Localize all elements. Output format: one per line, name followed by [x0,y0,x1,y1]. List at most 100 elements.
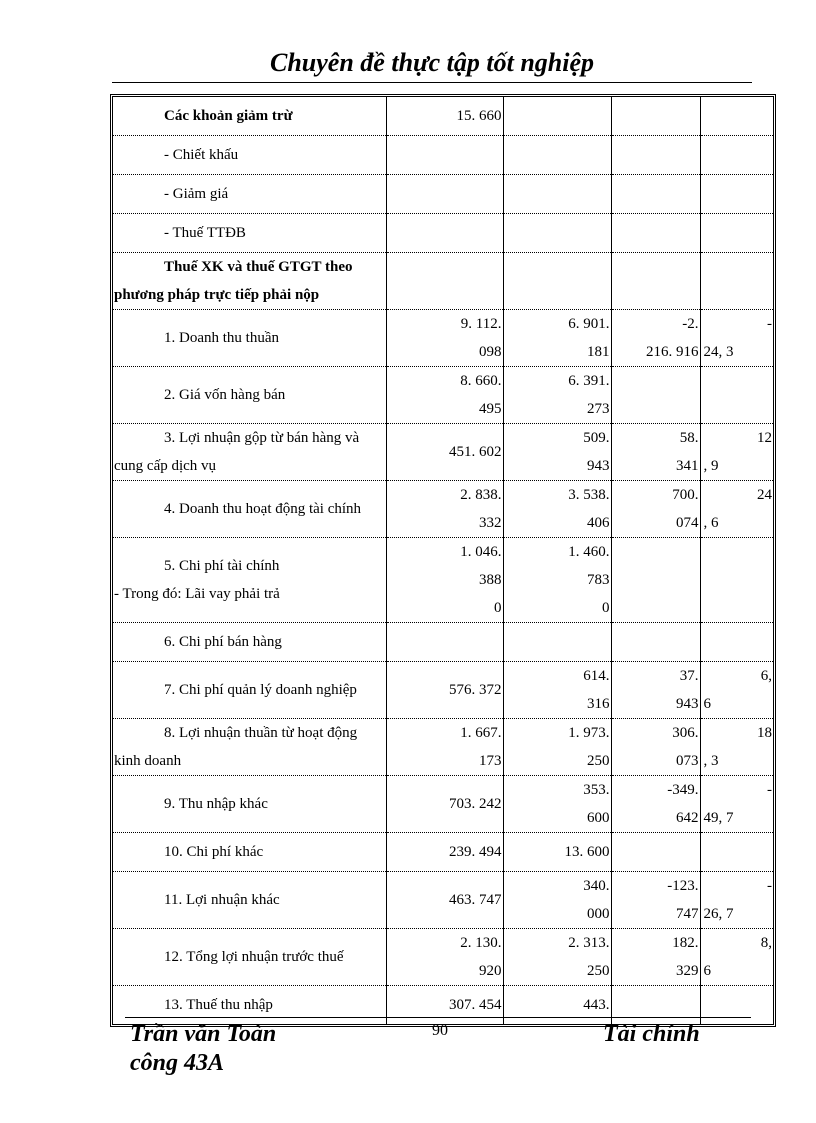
value-col-2-line: 1. 460. [568,544,610,560]
row-label-cell: - Giảm giá [113,174,386,214]
value-col-4-line: - [767,316,772,332]
value-col-3-cell: -123. 747 [610,871,700,929]
value-col-1-cell: 9. 112. 098 [385,309,503,367]
value-col-2-line: 250 [587,963,610,979]
row-label-line: 11. Lợi nhuận khác [164,892,280,908]
value-col-1-line: 332 [479,515,502,531]
row-label-cell: 12. Tổng lợi nhuận trước thuế [113,928,386,986]
value-col-4-cell [699,135,773,175]
row-label-cell: 6. Chi phí bán hàng [113,622,386,662]
value-col-1-line: 1. 667. [460,725,502,741]
row-label-line: 5. Chi phí tài chính [164,558,280,574]
value-col-4-cell: 18 , 3 [699,718,773,776]
value-col-4-cell [699,832,773,872]
value-col-2-line: 250 [587,753,610,769]
value-col-3-cell [610,135,700,175]
table-row: 8. Lợi nhuận thuần từ hoạt động kinh doan… [113,718,773,776]
value-col-1-line: 307. 454 [449,997,502,1013]
row-label-cell: 10. Chi phí khác [113,832,386,872]
value-col-1-cell: 1. 667. 173 [385,718,503,776]
value-col-2-line: 406 [587,515,610,531]
value-col-4-line: 6, [760,668,772,684]
value-col-2-line: 0 [602,600,610,616]
value-col-2-cell [502,213,611,253]
value-col-3-line: 182. [672,935,699,951]
value-col-4-line: 24, 3 [703,344,734,360]
value-col-2-line: 13. 600 [564,844,610,860]
value-col-3-cell: 58. 341 [610,423,700,481]
value-col-1-line: 920 [479,963,502,979]
author-class: công 43A [130,1050,225,1076]
value-col-1-cell: 451. 602 [385,423,503,481]
value-col-4-line: 8, [760,935,772,951]
value-col-2-cell: 1. 460. 783 0 [502,537,611,623]
value-col-2-cell [502,135,611,175]
table-row: 1. Doanh thu thuần 9. 112. 098 6. 901. 181 -2… [113,309,773,367]
value-col-2-line: 783 [587,572,610,588]
document-header-title: Chuyên đề thực tập tốt nghiệp [270,48,594,77]
value-col-4-cell [699,213,773,253]
value-col-1-line: 495 [479,401,502,417]
value-col-2-line: 2. 313. [568,935,610,951]
row-label-line: - Chiết khấu [164,147,239,163]
value-col-1-line: 239. 494 [449,844,502,860]
row-label-line: cung cấp dịch vụ [114,458,217,474]
value-col-1-cell: 463. 747 [385,871,503,929]
value-col-2-cell [502,622,611,662]
value-col-4-cell: - 49, 7 [699,775,773,833]
value-col-3-cell [610,366,700,424]
row-label-cell: 7. Chi phí quản lý doanh nghiệp [113,661,386,719]
value-col-1-cell: 576. 372 [385,661,503,719]
value-col-2-line: 181 [587,344,610,360]
page-number: 90 [432,1022,448,1039]
table-row: 13. Thuế thu nhập 307. 454 443. [113,985,773,1024]
value-col-1-cell: 2. 838. 332 [385,480,503,538]
value-col-1-cell: 1. 046. 388 0 [385,537,503,623]
value-col-2-line: 340. [583,878,610,894]
value-col-4-cell [699,622,773,662]
row-label-line: 1. Doanh thu thuần [164,330,279,346]
value-col-2-line: 316 [587,696,610,712]
row-label-line: - Trong đó: Lãi vay phải trả [114,586,280,602]
value-col-2-cell: 6. 391. 273 [502,366,611,424]
value-col-4-cell [699,985,773,1024]
value-col-3-line: 306. [672,725,699,741]
value-col-3-cell [610,97,700,136]
value-col-2-cell [502,252,611,310]
row-label-line: - Thuế TTĐB [164,225,246,241]
row-label-line: 3. Lợi nhuận gộp từ bán hàng và [164,430,360,446]
value-col-2-cell [502,97,611,136]
value-col-2-cell: 509. 943 [502,423,611,481]
value-col-1-cell [385,174,503,214]
table-row: - Chiết khấu [113,135,773,175]
value-col-3-cell: 306. 073 [610,718,700,776]
value-col-2-line: 1. 973. [568,725,610,741]
value-col-1-line: 463. 747 [449,892,502,908]
value-col-1-line: 576. 372 [449,682,502,698]
value-col-4-cell: 24 , 6 [699,480,773,538]
value-col-1-line: 0 [494,600,502,616]
value-col-2-line: 273 [587,401,610,417]
author-name: Trần văn Toàn [130,1021,277,1047]
value-col-3-cell [610,252,700,310]
table-row: 3. Lợi nhuận gộp từ bán hàng và cung cấp … [113,423,773,481]
value-col-3-line: -123. [667,878,699,894]
value-col-4-line: 26, 7 [703,906,734,922]
value-col-3-cell [610,537,700,623]
row-label-line: 9. Thu nhập khác [164,796,268,812]
value-col-2-cell: 443. [502,985,611,1024]
value-col-4-cell [699,97,773,136]
table-row: 10. Chi phí khác 239. 494 13. 600 [113,832,773,872]
value-col-2-line: 000 [587,906,610,922]
value-col-4-line: , 9 [703,458,719,474]
row-label-line: 7. Chi phí quản lý doanh nghiệp [164,682,357,698]
row-label-line: 10. Chi phí khác [164,844,264,860]
value-col-3-line: 58. [679,430,699,446]
row-label-line: - Giảm giá [164,186,229,202]
table-row: 7. Chi phí quản lý doanh nghiệp 576. 372 6… [113,661,773,719]
value-col-4-line: , 6 [703,515,719,531]
value-col-1-cell [385,213,503,253]
table-row: 12. Tổng lợi nhuận trước thuế 2. 130. 920 2… [113,928,773,986]
value-col-2-line: 943 [587,458,610,474]
value-col-3-line: 37. [679,668,699,684]
